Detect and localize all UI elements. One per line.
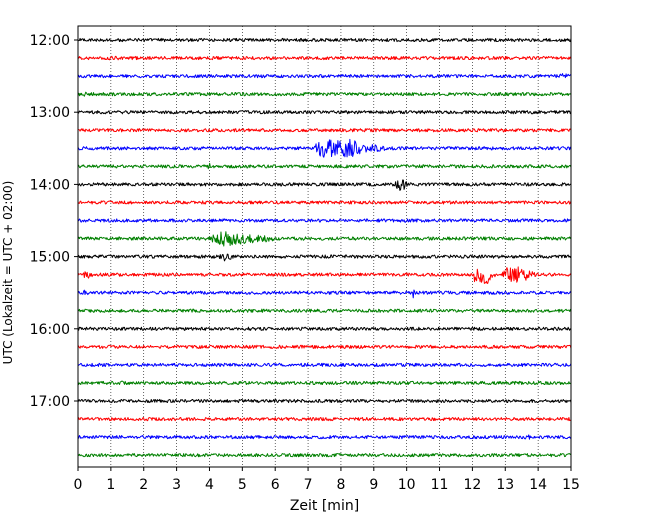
x-tick-label: 2 [139,477,148,493]
y-tick-label: 17:00 [30,394,70,410]
trace-1500 [77,253,572,262]
trace-1445 [77,231,572,247]
plot-frame [77,25,572,468]
y-tick-label: 13:00 [30,105,70,121]
trace-1215 [77,55,572,61]
x-tick-label: 6 [271,477,280,493]
trace-1530 [77,289,572,299]
trace-1645 [77,380,572,386]
trace-1545 [77,308,572,313]
trace-1745 [77,453,572,458]
x-tick-label: 1 [106,477,115,493]
trace-1430 [77,218,572,223]
traces [77,37,572,458]
trace-1300 [77,110,572,115]
trace-1200 [77,37,572,43]
trace-1700 [77,398,572,404]
x-tick-label: 5 [238,477,247,493]
x-tick-label: 12 [463,477,481,493]
x-axis-label: Zeit [min] [290,498,359,514]
trace-1615 [77,344,572,349]
x-tick-label: 7 [304,477,313,493]
y-ticks: 12:00 13:00 14:00 15:00 16:00 17:00 [30,33,78,410]
x-tick-label: 14 [529,477,547,493]
x-tick-label: 4 [205,477,214,493]
trace-1315 [77,128,572,133]
trace-1715 [77,416,572,422]
x-tick-label: 9 [369,477,378,493]
trace-1630 [77,362,572,367]
trace-1600 [77,326,572,331]
x-tick-label: 0 [74,477,83,493]
trace-1730 [77,434,572,440]
trace-1400 [77,179,572,191]
trace-1230 [77,73,572,79]
x-tick-label: 10 [398,477,416,493]
x-tick-label: 15 [562,477,580,493]
x-tick-label: 11 [431,477,449,493]
trace-1245 [77,91,572,97]
trace-1345 [77,162,572,170]
trace-1515 [77,266,572,285]
y-tick-label: 16:00 [30,322,70,338]
trace-1330 [77,138,572,158]
y-axis-label: UTC (Lokalzeit = UTC + 02:00) [1,181,15,365]
x-tick-label: 13 [496,477,514,493]
trace-1415 [77,200,572,205]
y-tick-label: 15:00 [30,250,70,266]
x-ticks: 0 1 2 3 4 5 6 7 8 9 10 11 12 13 14 15 [74,467,580,493]
y-tick-label: 12:00 [30,33,70,49]
x-tick-label: 8 [336,477,345,493]
y-tick-label: 14:00 [30,177,70,193]
x-tick-label: 3 [172,477,181,493]
